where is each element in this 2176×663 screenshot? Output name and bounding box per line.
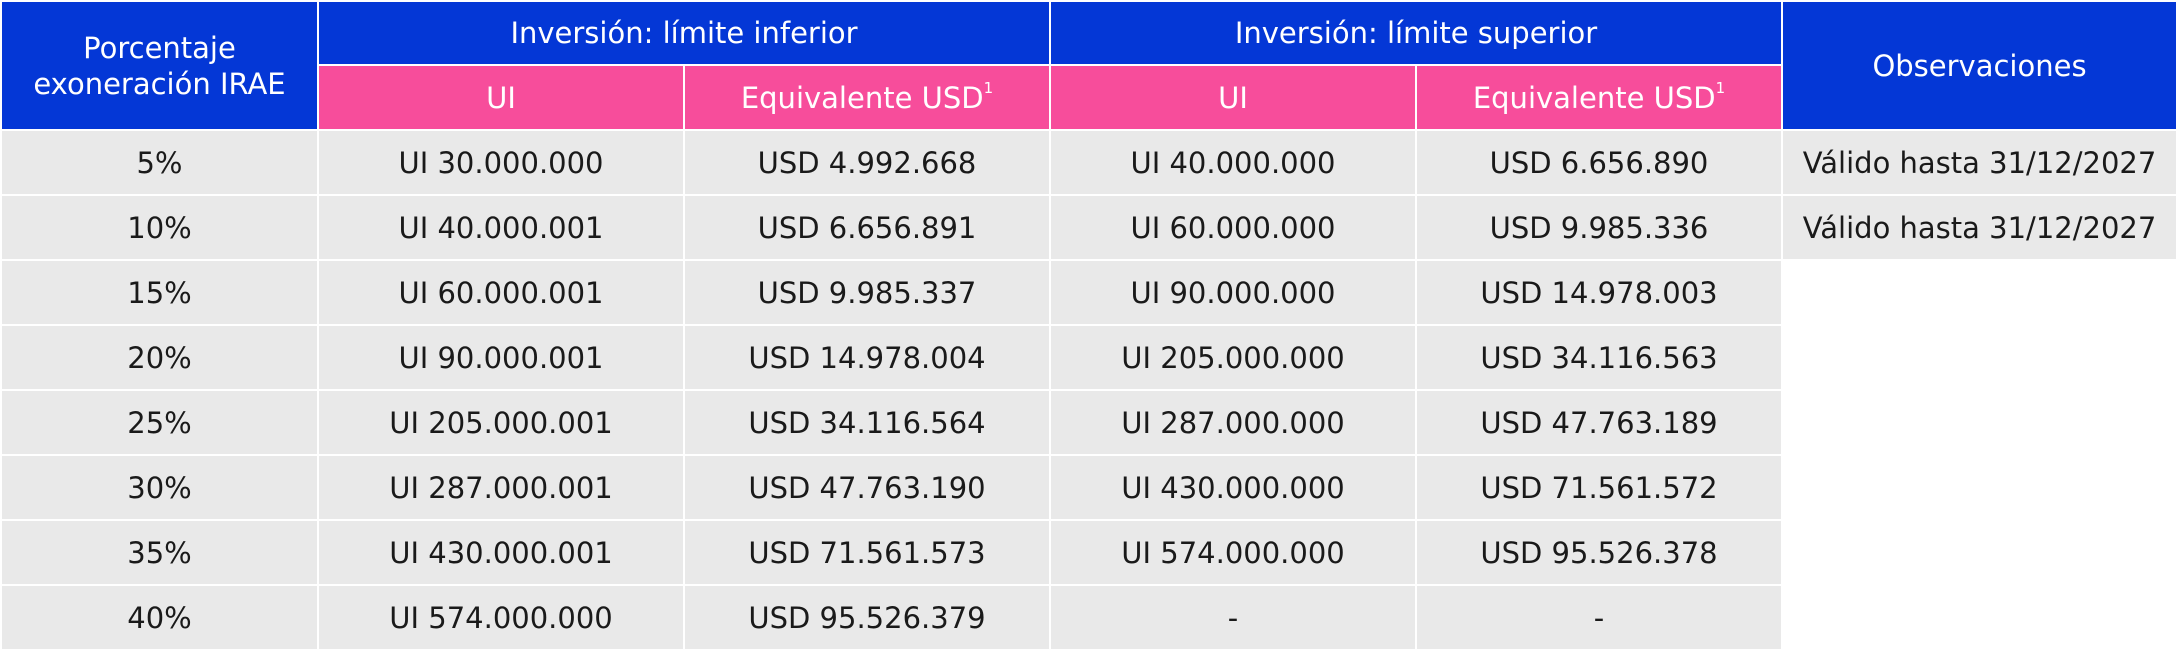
table-header: Porcentaje exoneración IRAE Inversión: l… <box>0 0 2176 131</box>
cell-lower-usd: USD 34.116.564 <box>683 389 1051 456</box>
header-row-top: Porcentaje exoneración IRAE Inversión: l… <box>0 0 2176 131</box>
cell-upper-ui: UI 90.000.000 <box>1049 259 1417 326</box>
cell-lower-ui: UI 205.000.001 <box>317 389 685 456</box>
cell-upper-ui: - <box>1049 584 1417 651</box>
cell-percentage: 5% <box>0 129 319 196</box>
cell-observations <box>1781 259 2176 326</box>
table-row: 15% UI 60.000.001 USD 9.985.337 UI 90.00… <box>0 259 2176 326</box>
table-row: 30% UI 287.000.001 USD 47.763.190 UI 430… <box>0 454 2176 521</box>
cell-percentage: 35% <box>0 519 319 586</box>
cell-percentage: 20% <box>0 324 319 391</box>
table-row: 40% UI 574.000.000 USD 95.526.379 - - <box>0 584 2176 651</box>
subheader-lower-usd-label: Equivalente USD <box>740 80 984 115</box>
cell-percentage: 40% <box>0 584 319 651</box>
table-row: 5% UI 30.000.000 USD 4.992.668 UI 40.000… <box>0 129 2176 196</box>
header-row-sub: UI Equivalente USD1 UI Equivalente USD1 <box>1 64 2176 131</box>
header-percentage: Porcentaje exoneración IRAE <box>0 0 319 131</box>
cell-upper-ui: UI 40.000.000 <box>1049 129 1417 196</box>
cell-upper-usd: USD 95.526.378 <box>1415 519 1783 586</box>
cell-observations: Válido hasta 31/12/2027 <box>1781 194 2176 261</box>
cell-upper-usd: - <box>1415 584 1783 651</box>
subheader-lower-ui: UI <box>317 64 685 131</box>
cell-percentage: 25% <box>0 389 319 456</box>
header-observations: Observaciones <box>1781 0 2176 131</box>
table-row: 20% UI 90.000.001 USD 14.978.004 UI 205.… <box>0 324 2176 391</box>
cell-observations <box>1781 584 2176 651</box>
cell-upper-ui: UI 287.000.000 <box>1049 389 1417 456</box>
cell-upper-ui: UI 205.000.000 <box>1049 324 1417 391</box>
cell-lower-ui: UI 60.000.001 <box>317 259 685 326</box>
cell-lower-usd: USD 9.985.337 <box>683 259 1051 326</box>
table-body: 5% UI 30.000.000 USD 4.992.668 UI 40.000… <box>0 129 2176 651</box>
cell-upper-usd: USD 9.985.336 <box>1415 194 1783 261</box>
cell-upper-usd: USD 34.116.563 <box>1415 324 1783 391</box>
subheader-lower-usd: Equivalente USD1 <box>683 64 1051 131</box>
header-upper-limit: Inversión: límite superior <box>1049 0 1783 66</box>
cell-observations: Válido hasta 31/12/2027 <box>1781 129 2176 196</box>
header-lower-limit: Inversión: límite inferior <box>317 0 1051 66</box>
cell-lower-ui: UI 40.000.001 <box>317 194 685 261</box>
cell-observations <box>1781 324 2176 391</box>
subheader-upper-ui-label: UI <box>1218 80 1248 115</box>
cell-lower-ui: UI 287.000.001 <box>317 454 685 521</box>
subheader-upper-usd: Equivalente USD1 <box>1415 64 1783 131</box>
cell-upper-usd: USD 47.763.189 <box>1415 389 1783 456</box>
footnote-marker: 1 <box>1715 78 1726 97</box>
cell-observations <box>1781 454 2176 521</box>
cell-lower-ui: UI 574.000.000 <box>317 584 685 651</box>
cell-lower-usd: USD 6.656.891 <box>683 194 1051 261</box>
table-row: 25% UI 205.000.001 USD 34.116.564 UI 287… <box>0 389 2176 456</box>
subheader-upper-usd-label: Equivalente USD <box>1472 80 1716 115</box>
header-percentage-label: Porcentaje exoneración IRAE <box>33 30 286 101</box>
cell-upper-usd: USD 14.978.003 <box>1415 259 1783 326</box>
cell-upper-usd: USD 71.561.572 <box>1415 454 1783 521</box>
cell-lower-ui: UI 90.000.001 <box>317 324 685 391</box>
header-observations-label: Observaciones <box>1872 48 2087 83</box>
cell-upper-usd: USD 6.656.890 <box>1415 129 1783 196</box>
cell-lower-usd: USD 95.526.379 <box>683 584 1051 651</box>
cell-percentage: 15% <box>0 259 319 326</box>
cell-lower-usd: USD 47.763.190 <box>683 454 1051 521</box>
cell-upper-ui: UI 60.000.000 <box>1049 194 1417 261</box>
cell-lower-usd: USD 71.561.573 <box>683 519 1051 586</box>
cell-upper-ui: UI 430.000.000 <box>1049 454 1417 521</box>
subheader-lower-ui-label: UI <box>486 80 516 115</box>
footnote-marker: 1 <box>983 78 994 97</box>
cell-upper-ui: UI 574.000.000 <box>1049 519 1417 586</box>
cell-observations <box>1781 389 2176 456</box>
cell-lower-usd: USD 4.992.668 <box>683 129 1051 196</box>
table-row: 35% UI 430.000.001 USD 71.561.573 UI 574… <box>0 519 2176 586</box>
table-row: 10% UI 40.000.001 USD 6.656.891 UI 60.00… <box>0 194 2176 261</box>
cell-observations <box>1781 519 2176 586</box>
subheader-upper-ui: UI <box>1049 64 1417 131</box>
header-upper-limit-label: Inversión: límite superior <box>1234 16 1598 50</box>
cell-percentage: 30% <box>0 454 319 521</box>
cell-lower-usd: USD 14.978.004 <box>683 324 1051 391</box>
header-lower-limit-label: Inversión: límite inferior <box>510 16 858 50</box>
cell-lower-ui: UI 430.000.001 <box>317 519 685 586</box>
cell-percentage: 10% <box>0 194 319 261</box>
cell-lower-ui: UI 30.000.000 <box>317 129 685 196</box>
